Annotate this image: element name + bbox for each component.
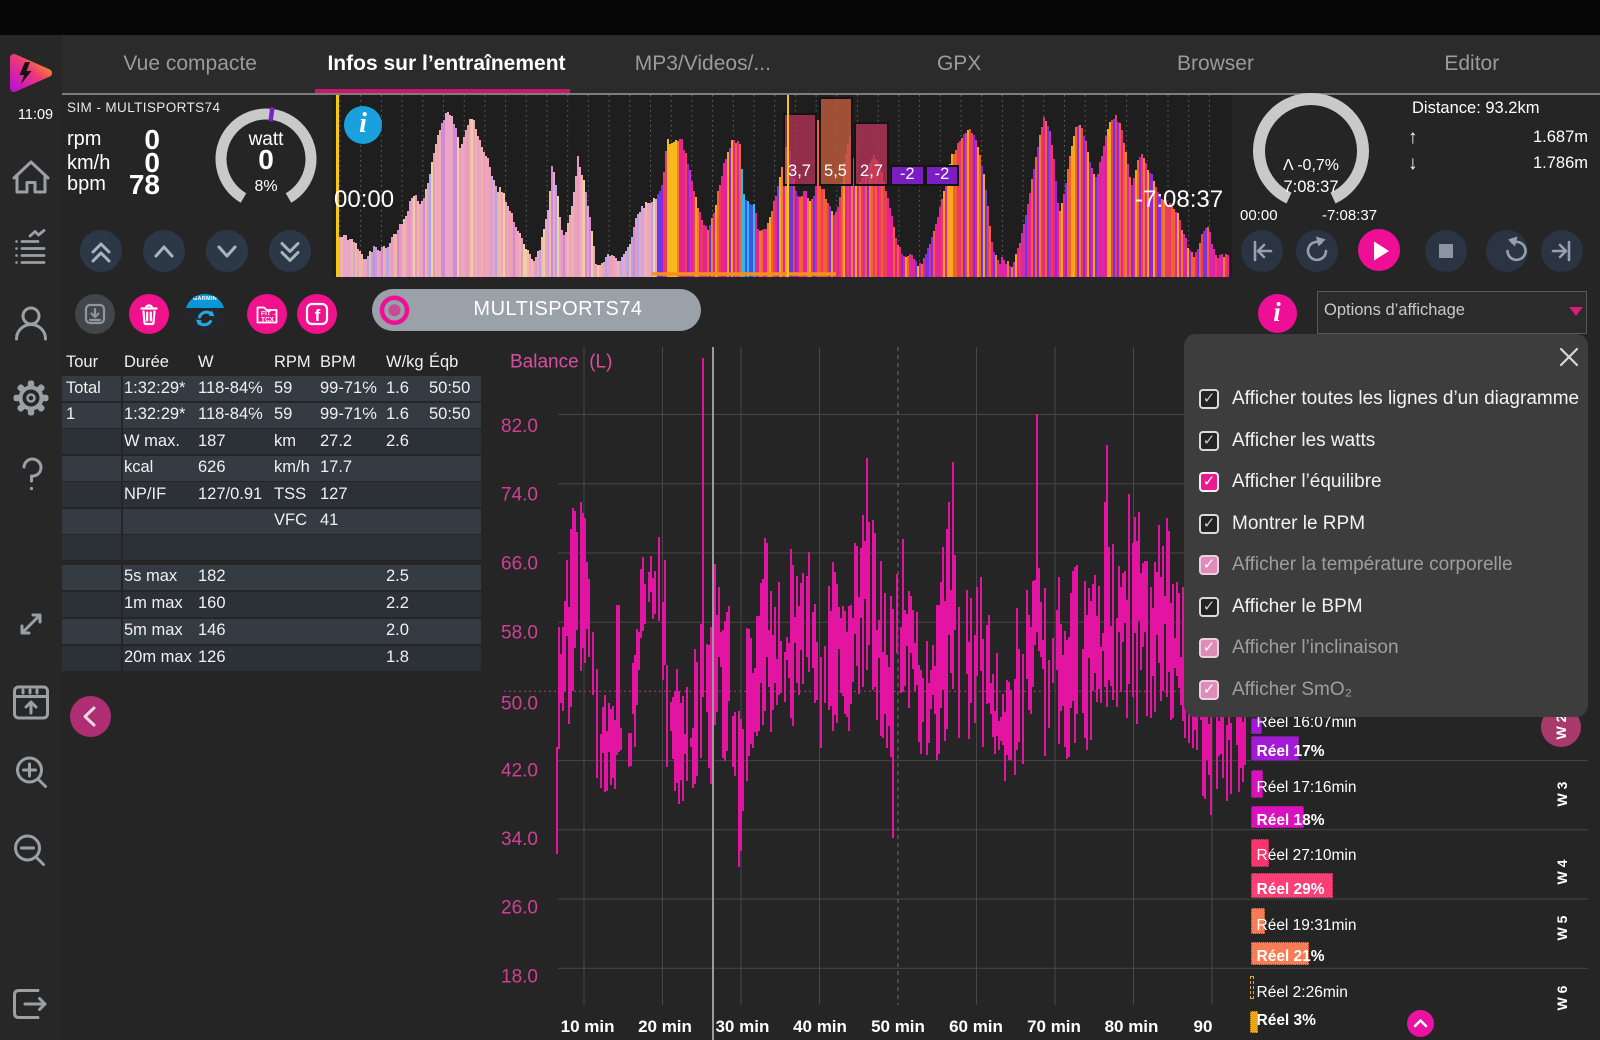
svg-text:60 min: 60 min [949,1017,1003,1036]
svg-text:74.0: 74.0 [501,485,538,506]
svg-text:W 4: W 4 [1554,859,1570,884]
svg-text:82.0: 82.0 [501,416,538,437]
svg-text:26.0: 26.0 [501,898,538,919]
svg-text:10 min: 10 min [561,1017,615,1036]
svg-text:50 min: 50 min [871,1017,925,1036]
svg-text:80 min: 80 min [1105,1017,1159,1036]
svg-text:Balance (L): Balance (L) [510,352,612,373]
svg-text:50.0: 50.0 [501,694,538,715]
svg-text:58.0: 58.0 [501,623,538,644]
svg-text:FIT→: FIT→ [261,311,277,318]
svg-text:34.0: 34.0 [501,829,538,850]
svg-text:f: f [315,306,321,325]
svg-text:W 6: W 6 [1554,985,1570,1010]
svg-text:TCX: TCX [261,317,275,324]
svg-text:watt: watt [248,129,285,150]
svg-text:40 min: 40 min [793,1017,847,1036]
svg-text:7:08:37: 7:08:37 [1283,178,1338,196]
svg-text:Λ -0,7%: Λ -0,7% [1283,157,1339,174]
svg-text:66.0: 66.0 [501,554,538,575]
svg-text:30 min: 30 min [715,1017,769,1036]
svg-text:90: 90 [1194,1017,1213,1036]
svg-text:0: 0 [258,144,274,175]
svg-text:W 2: W 2 [1553,714,1569,739]
svg-text:70 min: 70 min [1027,1017,1081,1036]
svg-text:20 min: 20 min [638,1017,692,1036]
svg-text:W 5: W 5 [1554,915,1570,940]
svg-text:W 3: W 3 [1554,781,1570,806]
svg-text:8%: 8% [254,178,277,195]
svg-text:42.0: 42.0 [501,761,538,782]
svg-text:18.0: 18.0 [501,967,538,988]
